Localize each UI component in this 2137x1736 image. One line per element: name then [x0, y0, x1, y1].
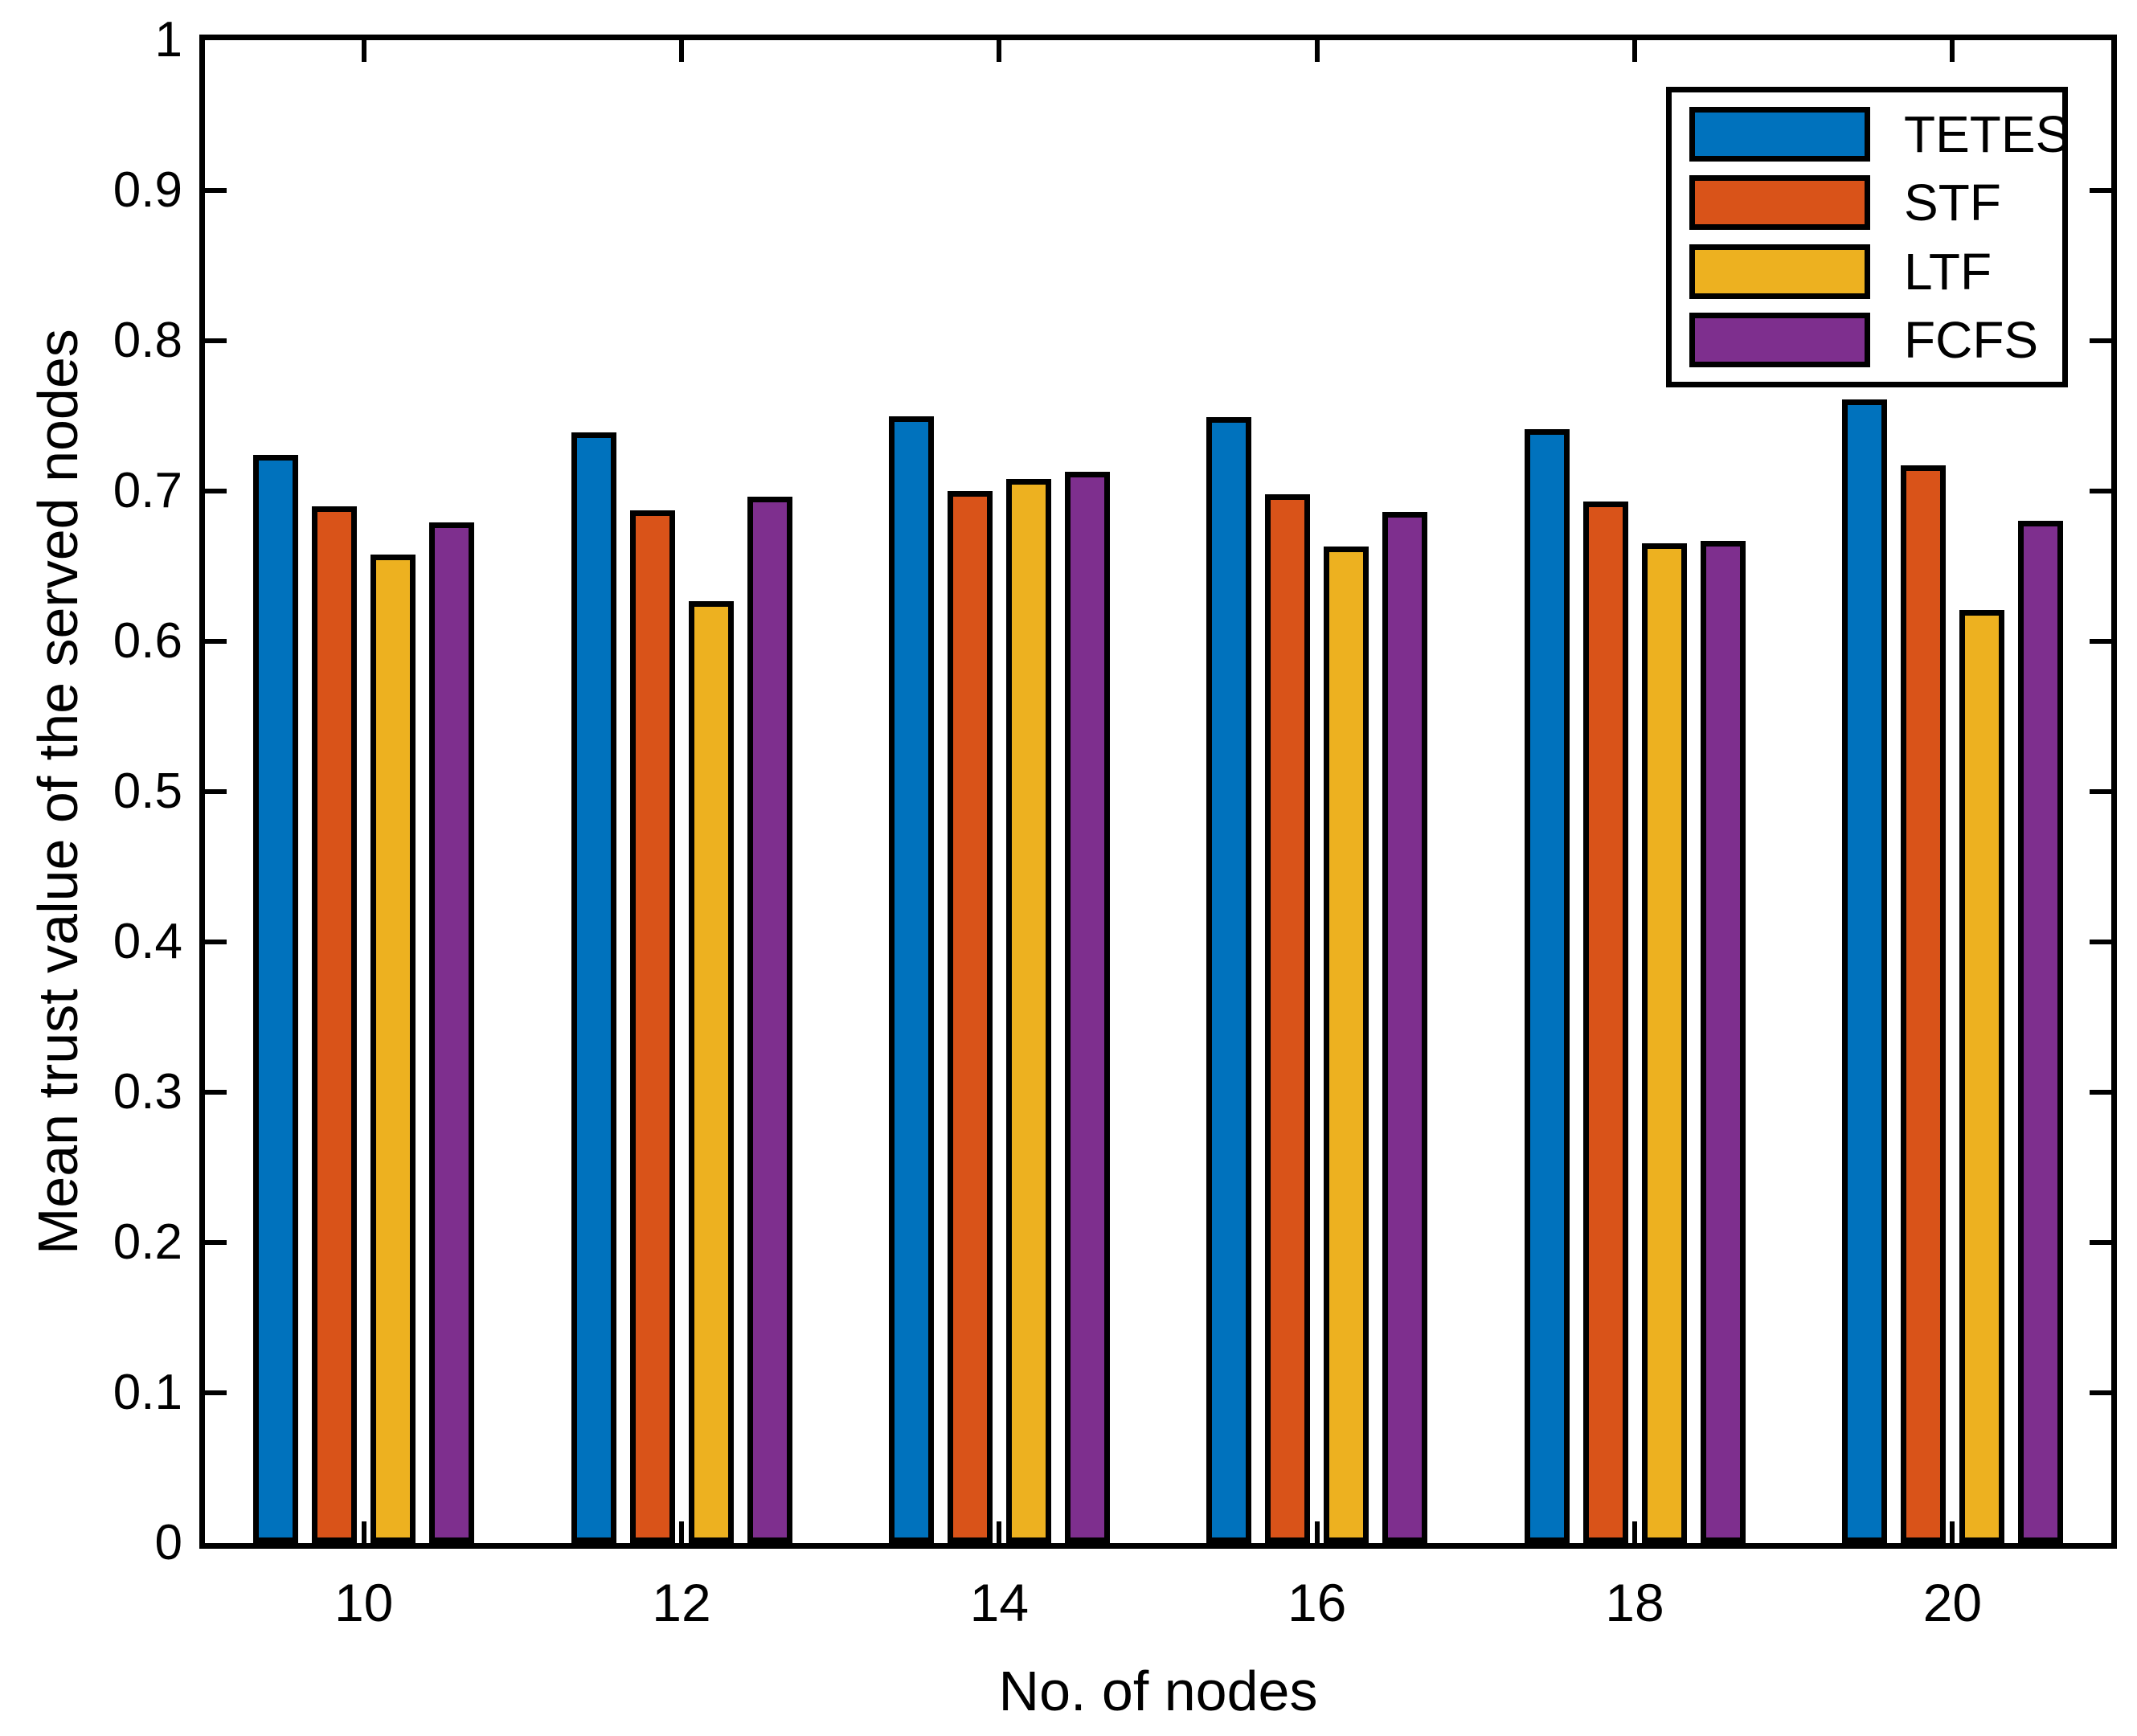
bar-ltf-20: [1959, 609, 2004, 1543]
x-axis-label: No. of nodes: [998, 1660, 1318, 1722]
y-tick-label-0.9: 0.9: [113, 162, 182, 218]
legend-swatch-stf: [1689, 175, 1870, 231]
legend: TETES STF LTF FCFS: [1666, 87, 2069, 387]
y-tick-left-0.8: [205, 338, 227, 343]
bar-tetes-16: [1206, 417, 1252, 1543]
bar-fcfs-20: [2017, 521, 2063, 1543]
bar-fcfs-16: [1382, 512, 1428, 1543]
y-tick-label-0.1: 0.1: [113, 1365, 182, 1420]
y-tick-right-0.6: [2090, 639, 2111, 644]
legend-row-tetes: TETES: [1689, 106, 2069, 162]
bar-fcfs-10: [429, 522, 475, 1543]
x-tick-top-16: [1314, 40, 1320, 62]
x-tick-bottom-20: [1950, 1521, 1955, 1543]
x-tick-labels: 10 12 14 16 18 20: [205, 1574, 2111, 1638]
x-tick-top-20: [1950, 40, 1955, 62]
y-tick-label-0.5: 0.5: [113, 764, 182, 819]
x-tick-top-18: [1632, 40, 1637, 62]
legend-swatch-ltf: [1689, 244, 1870, 299]
bar-stf-12: [629, 510, 675, 1543]
y-tick-label-0.3: 0.3: [113, 1064, 182, 1120]
bar-ltf-10: [370, 554, 416, 1543]
x-tick-bottom-16: [1314, 1521, 1320, 1543]
legend-label-fcfs: FCFS: [1904, 311, 2039, 370]
x-tick-bottom-18: [1632, 1521, 1637, 1543]
y-tick-left-0.5: [205, 789, 227, 794]
bar-tetes-10: [253, 455, 299, 1543]
x-tick-bottom-14: [997, 1521, 1002, 1543]
x-tick-bottom-12: [679, 1521, 684, 1543]
bar-tetes-14: [888, 416, 934, 1543]
legend-label-tetes: TETES: [1904, 104, 2070, 163]
y-tick-right-0.2: [2090, 1240, 2111, 1245]
bar-fcfs-14: [1064, 471, 1110, 1543]
y-tick-left-0.3: [205, 1090, 227, 1095]
bar-stf-18: [1582, 502, 1628, 1543]
y-tick-right-0.3: [2090, 1090, 2111, 1095]
bar-stf-14: [947, 491, 993, 1543]
bar-ltf-12: [688, 600, 734, 1543]
y-tick-left-0.9: [205, 188, 227, 193]
legend-swatch-fcfs: [1689, 313, 1870, 368]
y-tick-left-0.7: [205, 489, 227, 493]
x-tick-label-16: 16: [1287, 1573, 1347, 1632]
x-tick-label-18: 18: [1605, 1573, 1664, 1632]
x-tick-label-14: 14: [969, 1573, 1030, 1632]
y-tick-right-0.1: [2090, 1390, 2111, 1395]
y-tick-right-0.4: [2090, 940, 2111, 944]
y-tick-right-0.9: [2090, 188, 2111, 193]
legend-label-ltf: LTF: [1904, 242, 1992, 301]
bar-ltf-16: [1324, 547, 1369, 1543]
x-tick-bottom-10: [361, 1521, 366, 1543]
y-tick-label-0.8: 0.8: [113, 313, 182, 368]
y-tick-right-0.5: [2090, 789, 2111, 794]
bar-ltf-14: [1005, 479, 1051, 1543]
bar-tetes-20: [1841, 399, 1887, 1543]
x-tick-top-12: [679, 40, 684, 62]
bar-ltf-18: [1641, 543, 1687, 1543]
y-tick-left-0.6: [205, 639, 227, 644]
y-tick-label-0.6: 0.6: [113, 613, 182, 669]
legend-swatch-tetes: [1689, 106, 1870, 162]
bar-fcfs-12: [747, 497, 792, 1543]
x-tick-top-10: [361, 40, 366, 62]
y-tick-left-0.1: [205, 1390, 227, 1395]
bar-tetes-12: [571, 432, 616, 1543]
bar-fcfs-18: [1700, 540, 1746, 1543]
y-tick-label-0.7: 0.7: [113, 463, 182, 518]
legend-row-ltf: LTF: [1689, 244, 2062, 299]
x-tick-label-20: 20: [1922, 1573, 1983, 1632]
y-tick-label-1: 1: [154, 12, 182, 68]
y-tick-label-0: 0: [154, 1515, 182, 1570]
y-tick-labels: 0 0.1 0.2 0.3 0.4 0.5 0.6 0.7 0.8 0.9 1: [0, 12, 182, 1570]
x-tick-label-10: 10: [334, 1573, 394, 1632]
x-tick-label-12: 12: [652, 1573, 711, 1632]
y-tick-left-0.4: [205, 940, 227, 944]
legend-row-stf: STF: [1689, 174, 2062, 232]
plot-area: TETES STF LTF FCFS: [199, 35, 2117, 1549]
y-tick-left-0.2: [205, 1240, 227, 1245]
bar-tetes-18: [1524, 429, 1570, 1543]
y-tick-right-0.8: [2090, 338, 2111, 343]
y-tick-right-0.7: [2090, 489, 2111, 493]
bar-stf-20: [1900, 465, 1946, 1543]
x-tick-top-14: [997, 40, 1002, 62]
y-tick-label-0.4: 0.4: [113, 914, 182, 969]
y-tick-label-0.2: 0.2: [113, 1214, 182, 1270]
bar-stf-10: [312, 506, 358, 1543]
bar-stf-16: [1265, 493, 1311, 1543]
legend-label-stf: STF: [1904, 174, 2001, 232]
legend-row-fcfs: FCFS: [1689, 311, 2062, 370]
